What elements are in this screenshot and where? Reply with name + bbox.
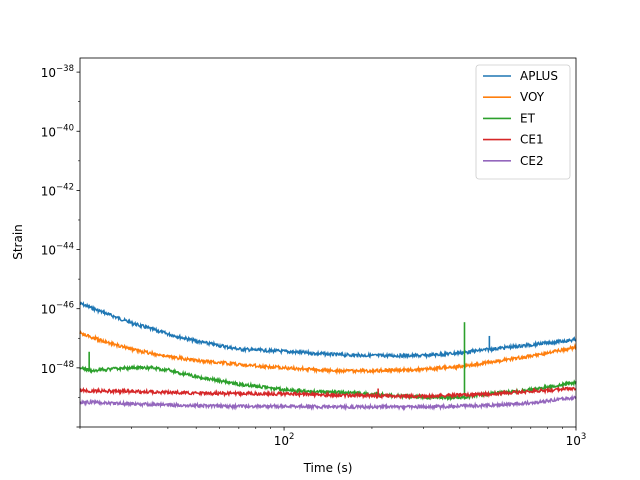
legend-label-voy: VOY	[520, 90, 545, 104]
x-axis: 102 103	[79, 427, 587, 448]
series-line-ce2	[79, 394, 577, 412]
x-tick-label: 103	[566, 432, 587, 448]
legend-label-aplus: APLUS	[520, 69, 558, 83]
plot-frame	[79, 57, 577, 428]
y-tick-label: 10−48	[41, 360, 74, 376]
legend-label-ce2: CE2	[520, 154, 544, 168]
x-tick-label: 102	[274, 432, 295, 448]
series-line-voy	[79, 329, 577, 376]
legend-box	[475, 64, 571, 180]
y-tick-label: 10−46	[41, 301, 74, 317]
legend-label-et: ET	[520, 111, 536, 125]
series-line-ce1	[79, 385, 577, 401]
y-tick-label: 10−38	[41, 64, 74, 80]
y-axis-title: Strain	[11, 224, 25, 260]
legend: APLUS VOY ET CE1 CE2	[475, 64, 571, 180]
series-layer	[79, 301, 577, 412]
y-tick-label: 10−40	[41, 123, 74, 139]
y-tick-label: 10−44	[41, 242, 74, 258]
x-axis-title: Time (s)	[303, 461, 353, 475]
legend-label-ce1: CE1	[520, 133, 544, 147]
y-tick-label: 10−42	[41, 182, 74, 198]
series-line-et	[79, 363, 577, 402]
y-axis: 10−48 10−46 10−44 10−42 10−40 10−38	[41, 64, 80, 428]
series-line-aplus	[79, 301, 577, 360]
